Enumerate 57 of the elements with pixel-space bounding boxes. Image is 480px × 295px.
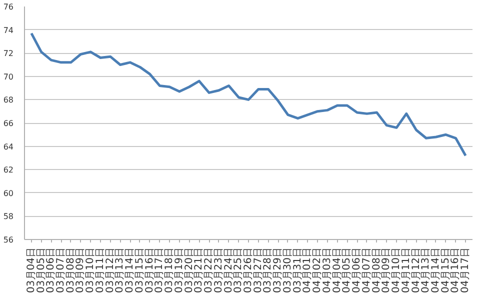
x-tick-label: 03月26日: [243, 247, 254, 293]
x-tick-label: 03月28日: [262, 247, 274, 293]
x-tick-label: 03月19日: [174, 247, 185, 293]
x-tick-label: 03月18日: [164, 247, 176, 293]
x-tick-label: 04月03日: [322, 247, 333, 293]
y-tick-label: 70: [3, 72, 14, 82]
x-tick-label: 03月23日: [213, 247, 224, 293]
x-tick-label: 03月16日: [144, 247, 156, 293]
x-tick-label: 03月13日: [114, 247, 126, 293]
line-series: [30, 32, 467, 157]
x-tick-label: 03月31日: [292, 247, 304, 293]
x-tick-label: 03月20日: [184, 247, 195, 293]
x-tick-label: 03月25日: [233, 247, 244, 293]
x-tick-label: 03月17日: [154, 247, 166, 293]
y-tick-label: 64: [3, 142, 14, 152]
x-tick-label: 04月11日: [400, 247, 412, 293]
x-tick-label: 04月02日: [312, 247, 324, 293]
y-tick-label: 66: [3, 119, 14, 128]
x-tick-label: 04月07日: [361, 247, 372, 293]
x-tick-label: 03月04日: [26, 247, 37, 293]
x-tick-label: 03月08日: [65, 247, 76, 293]
x-tick-label: 04月08日: [371, 247, 382, 293]
x-tick-label: 03月29日: [272, 247, 284, 293]
x-tick-label: 03月11日: [94, 247, 106, 293]
x-tick-label: 04月16日: [450, 247, 462, 293]
x-tick-label: 03月06日: [46, 247, 57, 293]
x-tick-label: 04月10日: [391, 247, 402, 293]
x-tick-label: 03月09日: [75, 247, 86, 293]
x-tick-label: 04月13日: [420, 247, 432, 293]
x-tick-label: 04月12日: [410, 247, 422, 293]
x-tick-label: 03月07日: [56, 247, 67, 293]
x-tick-label: 03月10日: [85, 247, 96, 293]
y-tick-label: 74: [3, 26, 14, 35]
y-tick-label: 68: [3, 96, 14, 105]
y-tick-label: 60: [3, 188, 14, 198]
x-tick-label: 03月24日: [223, 247, 234, 293]
x-tick-label: 03月14日: [124, 247, 136, 293]
y-tick-label: 76: [3, 2, 14, 12]
x-tick-label: 04月06日: [352, 247, 363, 293]
x-tick-label: 03月22日: [204, 247, 215, 293]
y-tick-label: 56: [3, 236, 14, 244]
x-tick-label: 03月05日: [36, 247, 47, 293]
x-tick-label: 03月21日: [194, 247, 205, 293]
x-tick-label: 03月15日: [134, 247, 146, 293]
x-tick-label: 03月30日: [282, 247, 294, 293]
x-tick-label: 04月17日: [460, 247, 472, 293]
x-tick-label: 04月14日: [430, 247, 442, 293]
y-tick-label: 58: [3, 212, 14, 222]
x-tick-label: 04月15日: [440, 247, 452, 293]
y-tick-label: 72: [3, 49, 14, 58]
y-tick-label: 62: [3, 166, 14, 175]
x-tick-label: 04月05日: [342, 247, 353, 293]
x-tick-label: 04月04日: [332, 247, 343, 293]
x-tick-label: 03月12日: [104, 247, 116, 293]
x-tick-label: 04月01日: [302, 247, 314, 293]
x-tick-label: 03月27日: [252, 247, 264, 293]
x-tick-label: 04月09日: [381, 247, 392, 293]
